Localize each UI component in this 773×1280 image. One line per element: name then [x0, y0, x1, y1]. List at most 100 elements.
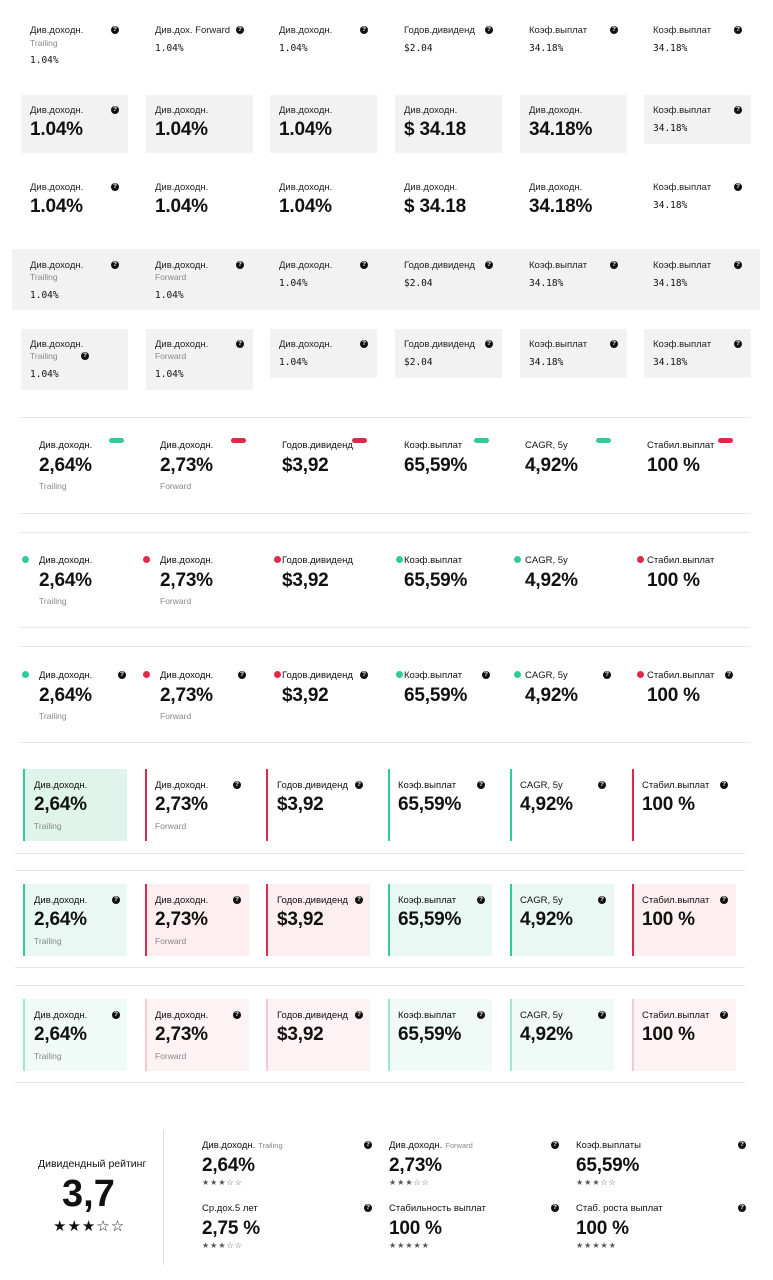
metric-label: Див.доходн.	[39, 670, 93, 681]
help-icon[interactable]	[236, 261, 244, 269]
metric-card[interactable]	[145, 999, 249, 1071]
help-icon[interactable]	[360, 261, 368, 269]
help-icon[interactable]	[734, 106, 742, 114]
metric-sublabel: Forward	[160, 596, 192, 606]
metric-card[interactable]	[145, 884, 249, 956]
metric-card[interactable]	[266, 769, 370, 841]
help-icon[interactable]	[233, 896, 241, 904]
metric-card[interactable]	[510, 999, 614, 1071]
metric-card[interactable]	[146, 329, 253, 390]
metric-card[interactable]	[395, 95, 502, 153]
metric-card[interactable]	[23, 884, 127, 956]
metric-card[interactable]	[270, 329, 377, 378]
help-icon[interactable]	[551, 1141, 559, 1149]
help-icon[interactable]	[111, 26, 119, 34]
help-icon[interactable]	[364, 1204, 372, 1212]
help-icon[interactable]	[360, 671, 368, 679]
help-icon[interactable]	[236, 26, 244, 34]
help-icon[interactable]	[598, 781, 606, 789]
help-icon[interactable]	[477, 1011, 485, 1019]
help-icon[interactable]	[598, 896, 606, 904]
help-icon[interactable]	[485, 261, 493, 269]
help-icon[interactable]	[734, 261, 742, 269]
metric-sublabel: Forward	[155, 821, 187, 831]
help-icon[interactable]	[603, 671, 611, 679]
metric-card[interactable]	[23, 999, 127, 1071]
help-icon[interactable]	[355, 781, 363, 789]
metric-card[interactable]	[510, 884, 614, 956]
metric-card[interactable]	[388, 884, 492, 956]
help-icon[interactable]	[725, 671, 733, 679]
metric-card[interactable]	[266, 884, 370, 956]
metric-label: CAGR, 5y	[520, 780, 563, 791]
metric-sublabel: Trailing	[39, 596, 67, 606]
metric-card[interactable]	[23, 769, 127, 841]
help-icon[interactable]	[111, 183, 119, 191]
metric-card[interactable]	[510, 769, 614, 841]
help-icon[interactable]	[233, 1011, 241, 1019]
help-icon[interactable]	[482, 671, 490, 679]
help-icon[interactable]	[485, 26, 493, 34]
help-icon[interactable]	[734, 340, 742, 348]
metric-value: 65,59%	[404, 455, 468, 476]
metric-value: 65,59%	[404, 570, 468, 591]
help-icon[interactable]	[610, 340, 618, 348]
metric-card[interactable]	[21, 329, 128, 390]
metric-card[interactable]	[146, 95, 253, 153]
rating-title: Дивидендный рейтинг	[38, 1158, 147, 1170]
metric-card[interactable]	[388, 769, 492, 841]
help-icon[interactable]	[598, 1011, 606, 1019]
help-icon[interactable]	[551, 1204, 559, 1212]
metric-card[interactable]	[632, 769, 736, 841]
help-icon[interactable]	[364, 1141, 372, 1149]
metric-value: 2,73%	[160, 685, 213, 706]
help-icon[interactable]	[734, 26, 742, 34]
help-icon[interactable]	[81, 352, 89, 360]
help-icon[interactable]	[738, 1141, 746, 1149]
metric-card[interactable]	[644, 95, 751, 144]
help-icon[interactable]	[720, 781, 728, 789]
help-icon[interactable]	[738, 1204, 746, 1212]
help-icon[interactable]	[360, 340, 368, 348]
help-icon[interactable]	[238, 671, 246, 679]
help-icon[interactable]	[610, 26, 618, 34]
metric-card[interactable]	[21, 95, 128, 153]
metric-card[interactable]	[520, 329, 627, 378]
metric-label: Годов.дивиденд	[277, 895, 348, 906]
help-icon[interactable]	[112, 1011, 120, 1019]
help-icon[interactable]	[236, 340, 244, 348]
metric-card[interactable]	[632, 884, 736, 956]
metric-card[interactable]	[145, 769, 249, 841]
status-dot-green	[22, 556, 29, 563]
metric-sublabel: Trailing	[39, 481, 67, 491]
help-icon[interactable]	[485, 340, 493, 348]
help-icon[interactable]	[720, 896, 728, 904]
metric-card[interactable]	[388, 999, 492, 1071]
help-icon[interactable]	[111, 106, 119, 114]
metric-card[interactable]	[520, 95, 627, 153]
metric-label: Див.доходн.	[39, 440, 93, 451]
metric-label: Годов.дивиденд	[282, 555, 353, 566]
help-icon[interactable]	[360, 26, 368, 34]
metric-sublabel: Forward	[160, 481, 192, 491]
metric-card[interactable]	[644, 329, 751, 378]
metric-value: 65,59%	[398, 1024, 462, 1045]
help-icon[interactable]	[355, 896, 363, 904]
help-icon[interactable]	[477, 781, 485, 789]
help-icon[interactable]	[355, 1011, 363, 1019]
metric-card[interactable]	[632, 999, 736, 1071]
metric-card[interactable]	[395, 329, 502, 378]
rating-item-label-text: Див.доходн.	[202, 1140, 256, 1151]
help-icon[interactable]	[734, 183, 742, 191]
metric-card[interactable]	[270, 95, 377, 153]
help-icon[interactable]	[720, 1011, 728, 1019]
help-icon[interactable]	[112, 896, 120, 904]
help-icon[interactable]	[111, 261, 119, 269]
help-icon[interactable]	[477, 896, 485, 904]
status-dot-red	[637, 671, 644, 678]
help-icon[interactable]	[233, 781, 241, 789]
help-icon[interactable]	[118, 671, 126, 679]
help-icon[interactable]	[610, 261, 618, 269]
metric-sublabel: Trailing	[34, 821, 62, 831]
metric-card[interactable]	[266, 999, 370, 1071]
